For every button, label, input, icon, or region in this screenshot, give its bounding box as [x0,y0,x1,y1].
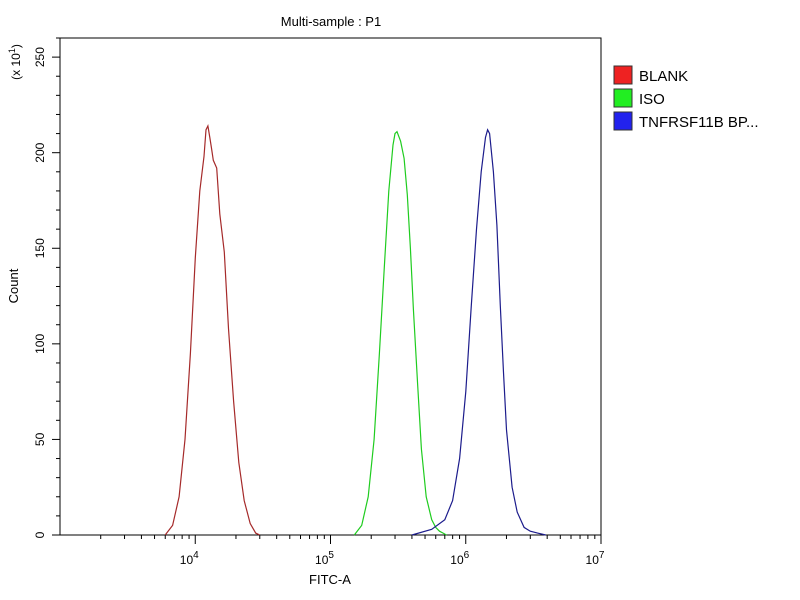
x-tick-label: 107 [586,550,605,567]
series-curves [164,123,546,536]
legend: BLANK ISO TNFRSF11B BP... [613,65,758,131]
y-axis-title: Count [6,268,21,303]
series-line-2 [411,128,546,536]
chart-title: Multi-sample : P1 [281,14,381,29]
legend-label-1: ISO [639,91,665,108]
legend-label-0: BLANK [639,68,688,85]
plot-frame [59,37,602,536]
x-tick-label: 105 [315,550,334,567]
x-axis: 104 105 106 107 [100,535,605,567]
series-line-1 [353,130,447,536]
y-tick-label: 250 [33,47,47,67]
legend-swatch-2 [613,111,633,131]
y-tick-label: 200 [33,142,47,162]
y-axis-multiplier: (x 101) [7,44,23,80]
x-axis-title: FITC-A [309,572,351,587]
legend-label-2: TNFRSF11B BP... [639,114,758,131]
legend-swatch-0 [613,65,633,85]
y-tick-label: 50 [33,432,47,446]
series-line-0 [164,123,261,536]
y-tick-label: 150 [33,238,47,258]
y-axis: 0 50 100 150 200 250 [33,37,60,538]
x-tick-label: 106 [450,550,469,567]
x-tick-label: 104 [180,550,199,567]
legend-swatch-1 [613,88,633,108]
y-tick-label: 100 [33,334,47,354]
y-tick-label: 0 [33,531,47,538]
